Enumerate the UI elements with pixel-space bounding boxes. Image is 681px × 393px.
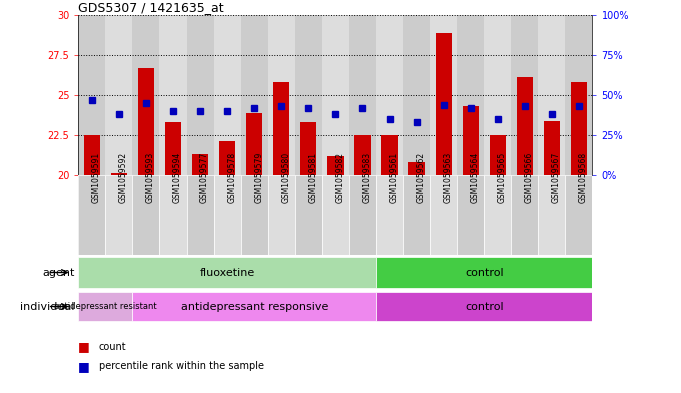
Bar: [565, 15, 592, 175]
Text: GSM1059579: GSM1059579: [254, 152, 264, 203]
Bar: [268, 15, 295, 175]
Bar: [349, 175, 376, 255]
Bar: [539, 15, 565, 175]
Bar: [159, 175, 187, 255]
Bar: [132, 175, 159, 255]
Text: GSM1059567: GSM1059567: [552, 152, 561, 203]
Bar: [322, 15, 349, 175]
Bar: [187, 15, 214, 175]
Bar: [273, 82, 289, 175]
Bar: [354, 135, 370, 175]
Bar: [403, 15, 430, 175]
Text: ■: ■: [78, 340, 90, 353]
Text: GSM1059563: GSM1059563: [443, 152, 453, 203]
Text: GSM1059591: GSM1059591: [92, 152, 101, 203]
Bar: [322, 175, 349, 255]
Text: antidepressant responsive: antidepressant responsive: [180, 301, 328, 312]
Text: GSM1059566: GSM1059566: [525, 152, 534, 203]
Bar: [84, 135, 100, 175]
Bar: [165, 122, 181, 175]
Bar: [511, 175, 539, 255]
Bar: [295, 15, 322, 175]
Text: GSM1059568: GSM1059568: [579, 152, 588, 203]
Bar: [376, 257, 592, 288]
Bar: [268, 175, 295, 255]
Bar: [457, 175, 484, 255]
Bar: [484, 15, 511, 175]
Bar: [403, 175, 430, 255]
Text: GSM1059562: GSM1059562: [417, 152, 426, 203]
Text: GSM1059593: GSM1059593: [146, 152, 155, 203]
Bar: [436, 33, 452, 175]
Text: ■: ■: [78, 360, 90, 373]
Bar: [462, 106, 479, 175]
Bar: [132, 15, 159, 175]
Bar: [159, 15, 187, 175]
Bar: [543, 121, 560, 175]
Bar: [214, 175, 240, 255]
Text: GSM1059594: GSM1059594: [173, 152, 182, 203]
Bar: [132, 292, 376, 321]
Text: GSM1059578: GSM1059578: [227, 152, 236, 203]
Text: antidepressant resistant: antidepressant resistant: [54, 302, 157, 311]
Text: control: control: [465, 268, 503, 277]
Bar: [246, 113, 262, 175]
Bar: [78, 292, 132, 321]
Bar: [328, 156, 343, 175]
Bar: [187, 175, 214, 255]
Bar: [381, 135, 398, 175]
Bar: [240, 15, 268, 175]
Bar: [240, 175, 268, 255]
Text: GSM1059583: GSM1059583: [362, 152, 371, 203]
Text: GSM1059592: GSM1059592: [119, 152, 128, 203]
Bar: [349, 15, 376, 175]
Text: control: control: [465, 301, 503, 312]
Text: fluoxetine: fluoxetine: [200, 268, 255, 277]
Bar: [295, 175, 322, 255]
Bar: [517, 77, 533, 175]
Bar: [484, 175, 511, 255]
Bar: [571, 82, 587, 175]
Text: GSM1059564: GSM1059564: [471, 152, 479, 203]
Text: percentile rank within the sample: percentile rank within the sample: [99, 361, 264, 371]
Bar: [78, 175, 106, 255]
Bar: [430, 175, 457, 255]
Text: GSM1059581: GSM1059581: [308, 152, 317, 203]
Bar: [214, 15, 240, 175]
Bar: [490, 135, 506, 175]
Text: GSM1059561: GSM1059561: [390, 152, 398, 203]
Bar: [78, 15, 106, 175]
Bar: [409, 162, 425, 175]
Bar: [300, 122, 317, 175]
Bar: [376, 292, 592, 321]
Text: GSM1059582: GSM1059582: [335, 152, 345, 203]
Bar: [539, 175, 565, 255]
Bar: [376, 15, 403, 175]
Text: individual: individual: [20, 301, 75, 312]
Bar: [376, 175, 403, 255]
Bar: [565, 175, 592, 255]
Text: agent: agent: [42, 268, 75, 277]
Text: count: count: [99, 342, 127, 352]
Text: GSM1059577: GSM1059577: [200, 152, 209, 203]
Bar: [511, 15, 539, 175]
Bar: [111, 173, 127, 175]
Text: GSM1059580: GSM1059580: [281, 152, 290, 203]
Bar: [457, 15, 484, 175]
Bar: [106, 175, 132, 255]
Bar: [192, 154, 208, 175]
Bar: [78, 257, 376, 288]
Bar: [430, 15, 457, 175]
Bar: [219, 141, 235, 175]
Text: GDS5307 / 1421635_at: GDS5307 / 1421635_at: [78, 1, 224, 14]
Text: GSM1059565: GSM1059565: [498, 152, 507, 203]
Bar: [106, 15, 132, 175]
Bar: [138, 68, 154, 175]
